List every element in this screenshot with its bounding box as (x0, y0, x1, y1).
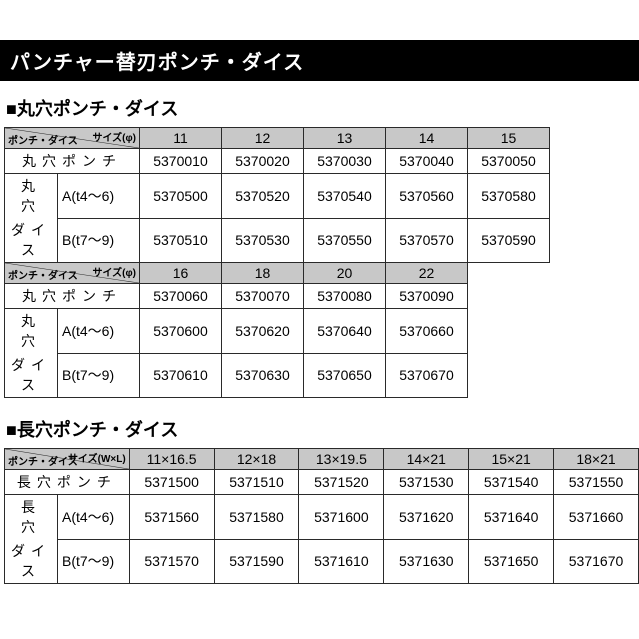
cell: 5370610 (140, 353, 222, 398)
row-die-b: B(t7～9) (58, 218, 140, 263)
size-col: 11×16.5 (129, 449, 214, 470)
cell: 5371580 (214, 495, 299, 540)
cell: 5370600 (140, 309, 222, 354)
cell: 5370630 (222, 353, 304, 398)
cell: 5371500 (129, 470, 214, 495)
cell: 5371600 (299, 495, 384, 540)
page-title: パンチャー替刃ポンチ・ダイス (0, 40, 639, 81)
size-col: 15×21 (469, 449, 554, 470)
cell: 5371650 (469, 539, 554, 584)
cell: 5370510 (140, 218, 222, 263)
row-punch-label: 丸穴ポンチ (5, 149, 140, 174)
row-die-a: A(t4～6) (58, 309, 140, 354)
cell: 5371620 (384, 495, 469, 540)
size-col: 16 (140, 263, 222, 284)
cell: 5370090 (386, 284, 468, 309)
section2-title: ■長穴ポンチ・ダイス (6, 416, 639, 442)
size-col: 15 (468, 128, 550, 149)
cell: 5371660 (554, 495, 639, 540)
size-col: 14 (386, 128, 468, 149)
cell: 5370560 (386, 174, 468, 219)
size-col: 13×19.5 (299, 449, 384, 470)
cell: 5370540 (304, 174, 386, 219)
row-punch-label: 長穴ポンチ (5, 470, 130, 495)
diag-top-label: サイズ(φ) (92, 129, 136, 144)
section1-table-block1: サイズ(φ) ポンチ・ダイス 11 12 13 14 15 丸穴ポンチ 5370… (4, 127, 550, 263)
cell: 5370020 (222, 149, 304, 174)
diag-header: サイズ(φ) ポンチ・ダイス (5, 263, 140, 284)
cell: 5370570 (386, 218, 468, 263)
cell: 5371540 (469, 470, 554, 495)
diag-header: サイズ(W×L) ポンチ・ダイス (5, 449, 130, 470)
cell: 5370640 (304, 309, 386, 354)
section1-title: ■丸穴ポンチ・ダイス (6, 95, 639, 121)
cell: 5371630 (384, 539, 469, 584)
row-die-a: A(t4～6) (58, 174, 140, 219)
section1-table-block2: サイズ(φ) ポンチ・ダイス 16 18 20 22 丸穴ポンチ 5370060… (4, 262, 468, 398)
size-col: 18×21 (554, 449, 639, 470)
cell: 5371610 (299, 539, 384, 584)
size-col: 14×21 (384, 449, 469, 470)
size-col: 20 (304, 263, 386, 284)
cell: 5371560 (129, 495, 214, 540)
cell: 5370060 (140, 284, 222, 309)
section2-table: サイズ(W×L) ポンチ・ダイス 11×16.5 12×18 13×19.5 1… (4, 448, 639, 584)
diag-bot-label: ポンチ・ダイス (8, 132, 78, 147)
row-die-group-2: ダイス (5, 218, 58, 263)
cell: 5370050 (468, 149, 550, 174)
size-col: 12 (222, 128, 304, 149)
cell: 5370670 (386, 353, 468, 398)
cell: 5371670 (554, 539, 639, 584)
cell: 5370530 (222, 218, 304, 263)
row-die-group-2: ダイス (5, 539, 58, 584)
row-punch-label: 丸穴ポンチ (5, 284, 140, 309)
cell: 5370040 (386, 149, 468, 174)
size-col: 18 (222, 263, 304, 284)
size-col: 12×18 (214, 449, 299, 470)
row-die-b: B(t7～9) (58, 539, 130, 584)
cell: 5370520 (222, 174, 304, 219)
cell: 5370650 (304, 353, 386, 398)
diag-bot-label: ポンチ・ダイス (8, 267, 78, 282)
cell: 5371550 (554, 470, 639, 495)
diag-bot-label: ポンチ・ダイス (8, 453, 78, 468)
cell: 5371510 (214, 470, 299, 495)
cell: 5370590 (468, 218, 550, 263)
row-die-group-2: ダイス (5, 353, 58, 398)
cell: 5370070 (222, 284, 304, 309)
row-die-group-1: 丸 穴 (5, 174, 58, 219)
row-die-group-1: 長 穴 (5, 495, 58, 540)
cell: 5371530 (384, 470, 469, 495)
cell: 5371570 (129, 539, 214, 584)
cell: 5370660 (386, 309, 468, 354)
row-die-a: A(t4～6) (58, 495, 130, 540)
diag-header: サイズ(φ) ポンチ・ダイス (5, 128, 140, 149)
size-col: 13 (304, 128, 386, 149)
cell: 5370500 (140, 174, 222, 219)
row-die-group-1: 丸 穴 (5, 309, 58, 354)
cell: 5371590 (214, 539, 299, 584)
cell: 5370550 (304, 218, 386, 263)
cell: 5371640 (469, 495, 554, 540)
cell: 5370010 (140, 149, 222, 174)
size-col: 22 (386, 263, 468, 284)
cell: 5370620 (222, 309, 304, 354)
size-col: 11 (140, 128, 222, 149)
cell: 5370080 (304, 284, 386, 309)
cell: 5370580 (468, 174, 550, 219)
cell: 5370030 (304, 149, 386, 174)
cell: 5371520 (299, 470, 384, 495)
diag-top-label: サイズ(φ) (92, 264, 136, 279)
row-die-b: B(t7～9) (58, 353, 140, 398)
